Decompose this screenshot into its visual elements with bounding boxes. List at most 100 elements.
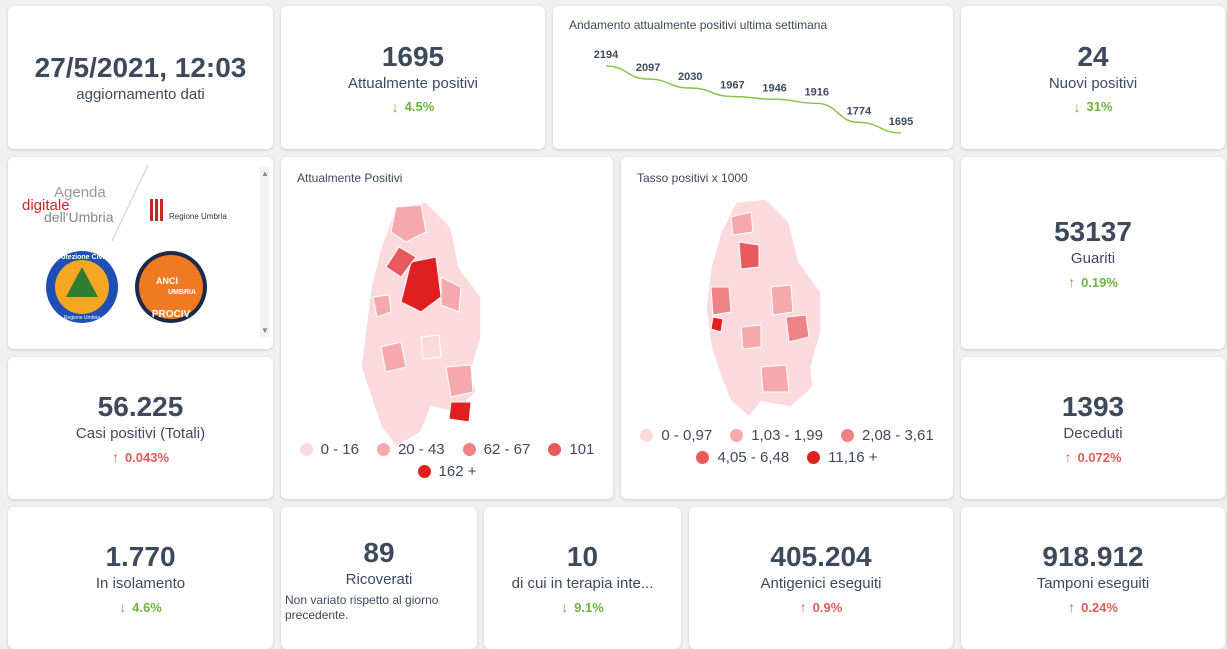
agenda-logo-line1: Agenda: [54, 184, 106, 201]
tamponi-value: 918.912: [1042, 541, 1144, 572]
attualmente-positivi-label: Attualmente positivi: [347, 74, 479, 92]
guariti-delta: ↑ 0.19%: [1068, 274, 1118, 290]
legend-item[interactable]: 20 - 43: [376, 441, 445, 458]
legend-item[interactable]: 62 - 67: [462, 441, 531, 458]
map-tasso-positivi-card: Tasso positivi x 1000 0 - 0,97 1,03 - 1,9…: [621, 157, 953, 499]
attualmente-positivi-card: 1695 Attualmente positivi ↓ 4.5%: [281, 6, 545, 149]
ricoverati-label: Ricoverati: [345, 571, 413, 588]
trend-point-label: 1967: [720, 79, 744, 91]
guariti-card: 53137 Guariti ↑ 0.19%: [961, 157, 1225, 349]
trend-line: [605, 65, 902, 134]
map1-title: Attualmente Positivi: [297, 171, 403, 185]
legend-label: 20 - 43: [397, 441, 445, 458]
legend-label: 11,16 +: [828, 449, 878, 466]
casi-totali-label: Casi positivi (Totali): [75, 425, 206, 442]
attualmente-positivi-value: 1695: [381, 40, 445, 72]
legend-swatch: [807, 451, 821, 464]
logos-card[interactable]: Agenda digitale dell'Umbria Regione Umbr…: [8, 157, 273, 349]
terapia-value: 10: [566, 541, 599, 572]
nuovi-positivi-label: Nuovi positivi: [1048, 74, 1138, 92]
map1-umbria[interactable]: [281, 187, 613, 457]
legend-item[interactable]: 101: [548, 441, 594, 458]
svg-text:Regione Umbria: Regione Umbria: [64, 315, 100, 321]
casi-totali-value: 56.225: [97, 391, 184, 422]
svg-text:UMBRIA: UMBRIA: [168, 289, 196, 296]
map1-legend: 0 - 16 20 - 43 62 - 67 101 162 +: [281, 441, 613, 485]
legend-label: 0 - 16: [320, 441, 359, 458]
isolamento-delta: ↓ 4.6%: [119, 599, 162, 615]
legend-swatch: [376, 443, 390, 456]
ricoverati-subtext: Non variato rispetto al giorno precedent…: [285, 593, 439, 622]
logos-scrollbar[interactable]: ▲ ▼: [260, 167, 269, 337]
trend-point-label: 2097: [636, 62, 660, 74]
legend-label: 0 - 0,97: [661, 427, 713, 444]
update-label: aggiornamento dati: [76, 85, 205, 103]
legend-item[interactable]: 2,08 - 3,61: [840, 427, 934, 444]
ricoverati-card: 89 Ricoverati Non variato rispetto al gi…: [281, 507, 477, 649]
trend-point-label: 1774: [847, 105, 872, 117]
guariti-value: 53137: [1054, 216, 1132, 247]
regione-logo-label: Regione Umbria: [169, 212, 227, 221]
terapia-card: 10 di cui in terapia inte... ↓ 9.1%: [484, 507, 681, 649]
agenda-logo-line2: digitale: [22, 197, 70, 214]
legend-item[interactable]: 0 - 0,97: [640, 427, 712, 444]
arrow-up-icon: ↑: [799, 599, 807, 615]
legend-item[interactable]: 1,03 - 1,99: [730, 427, 823, 444]
map2-umbria[interactable]: [621, 187, 953, 417]
deceduti-card: 1393 Deceduti ↑ 0.072%: [961, 357, 1225, 499]
tamponi-delta: ↑ 0.24%: [1068, 599, 1118, 615]
svg-text:PROCIV: PROCIV: [152, 309, 191, 320]
legend-swatch: [548, 443, 562, 456]
antigenici-delta: ↑ 0.9%: [799, 599, 843, 615]
tamponi-label: Tamponi eseguiti: [1036, 575, 1150, 592]
legend-item[interactable]: 0 - 16: [299, 441, 359, 458]
scroll-up-icon[interactable]: ▲: [261, 169, 269, 178]
arrow-down-icon: ↓: [1073, 98, 1081, 115]
arrow-down-icon: ↓: [391, 98, 399, 115]
trend-point-label: 1946: [762, 82, 786, 94]
deceduti-value: 1393: [1061, 391, 1125, 422]
legend-item[interactable]: 11,16 +: [807, 449, 878, 466]
terapia-label: di cui in terapia inte...: [511, 575, 654, 592]
legend-item[interactable]: 4,05 - 6,48: [696, 449, 789, 466]
arrow-down-icon: ↓: [561, 599, 569, 615]
antigenici-value: 405.204: [770, 541, 872, 572]
svg-text:Protezione Civile: Protezione Civile: [54, 254, 111, 261]
antigenici-label: Antigenici eseguiti: [760, 575, 882, 592]
svg-text:ANCI: ANCI: [156, 276, 178, 286]
trend-chart: 2194 2097 2030 1967 1946 1916 1774 1695: [594, 49, 913, 134]
nuovi-positivi-card: 24 Nuovi positivi ↓ 31%: [961, 6, 1225, 149]
legend-label: 62 - 67: [483, 441, 531, 458]
trend-point-label: 2194: [594, 49, 619, 61]
deceduti-label: Deceduti: [1063, 425, 1123, 442]
legend-swatch: [696, 451, 710, 464]
trend-point-label: 2030: [678, 71, 702, 83]
tamponi-card: 918.912 Tamponi eseguiti ↑ 0.24%: [961, 507, 1225, 649]
legend-swatch: [417, 465, 431, 478]
deceduti-delta: ↑ 0.072%: [1064, 449, 1122, 465]
guariti-label: Guariti: [1070, 250, 1116, 267]
antigenici-card: 405.204 Antigenici eseguiti ↑ 0.9%: [689, 507, 953, 649]
map-attualmente-positivi-card: Attualmente Positivi 0 - 16 20 - 43 62 - 6…: [281, 157, 613, 499]
isolamento-card: 1.770 In isolamento ↓ 4.6%: [8, 507, 273, 649]
legend-label: 1,03 - 1,99: [751, 427, 823, 444]
arrow-up-icon: ↑: [1068, 599, 1076, 615]
legend-swatch: [640, 429, 654, 442]
legend-label: 101: [569, 441, 595, 458]
casi-totali-card: 56.225 Casi positivi (Totali) ↑ 0.043%: [8, 357, 273, 499]
update-datetime: 27/5/2021, 12:03: [34, 51, 247, 83]
legend-label: 2,08 - 3,61: [861, 427, 934, 444]
arrow-down-icon: ↓: [119, 599, 127, 615]
nuovi-positivi-value: 24: [1077, 40, 1109, 72]
attualmente-positivi-delta: ↓ 4.5%: [391, 98, 435, 115]
scroll-down-icon[interactable]: ▼: [261, 326, 269, 335]
legend-item[interactable]: 162 +: [417, 463, 476, 480]
casi-totali-delta: ↑ 0.043%: [111, 449, 170, 465]
nuovi-positivi-delta: ↓ 31%: [1073, 98, 1113, 115]
legend-swatch: [840, 429, 854, 442]
map2-legend: 0 - 0,97 1,03 - 1,99 2,08 - 3,61 4,05 - 6,4…: [621, 427, 953, 471]
isolamento-label: In isolamento: [95, 575, 186, 592]
trend-card: Andamento attualmente positivi ultima se…: [553, 6, 953, 149]
arrow-up-icon: ↑: [111, 449, 119, 465]
trend-title: Andamento attualmente positivi ultima se…: [569, 18, 828, 32]
